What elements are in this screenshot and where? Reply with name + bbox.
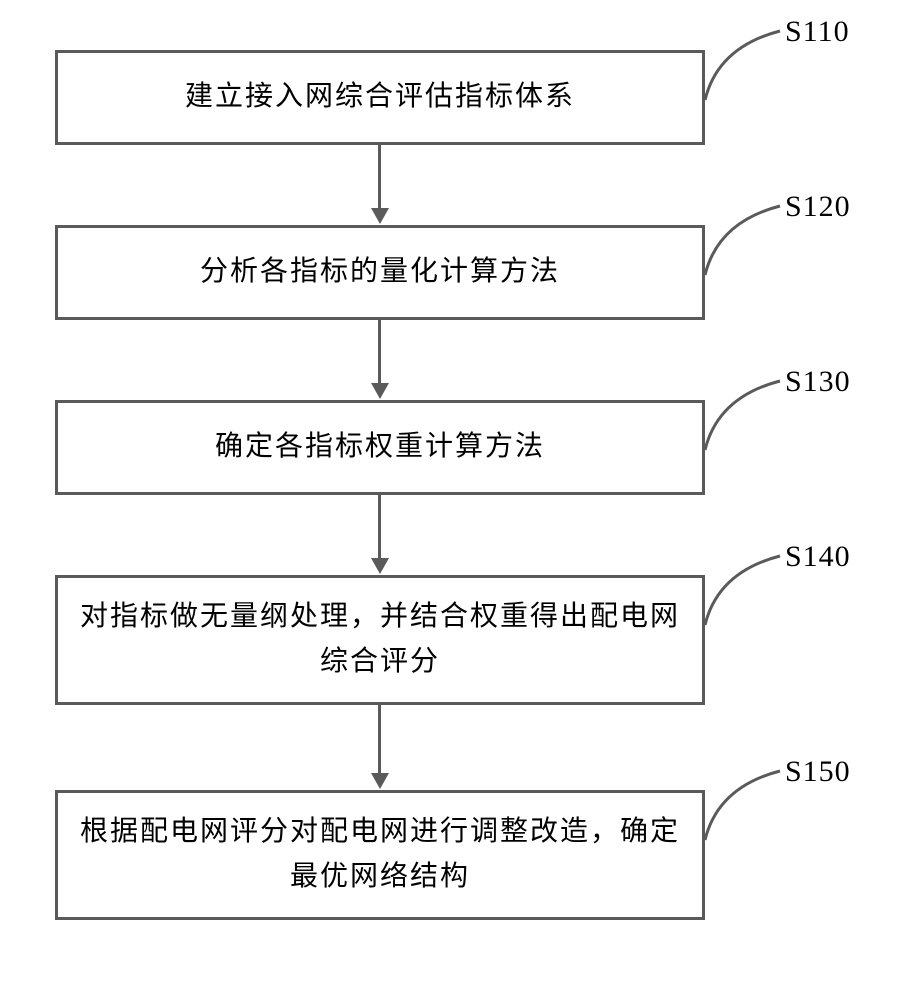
flow-label-s120: S120 xyxy=(785,190,851,224)
connector-s120 xyxy=(702,200,782,280)
arrow-head-1 xyxy=(371,208,389,224)
connector-s150 xyxy=(702,765,782,845)
connector-s110 xyxy=(702,25,782,105)
flow-box-s150: 根据配电网评分对配电网进行调整改造，确定最优网络结构 xyxy=(55,790,705,920)
flow-box-text-s150: 根据配电网评分对配电网进行调整改造，确定最优网络结构 xyxy=(78,810,682,900)
arrow-line-3 xyxy=(378,495,381,558)
flow-box-text-s120: 分析各指标的量化计算方法 xyxy=(200,250,560,295)
connector-s130 xyxy=(702,375,782,455)
flow-box-text-s110: 建立接入网综合评估指标体系 xyxy=(185,75,575,120)
flow-box-s130: 确定各指标权重计算方法 xyxy=(55,400,705,495)
flow-label-s130: S130 xyxy=(785,365,851,399)
arrow-line-1 xyxy=(378,145,381,208)
flowchart-container: 建立接入网综合评估指标体系 S110 分析各指标的量化计算方法 S120 确定各… xyxy=(0,0,903,1000)
flow-box-text-s130: 确定各指标权重计算方法 xyxy=(215,425,545,470)
arrow-line-2 xyxy=(378,320,381,383)
flow-box-s120: 分析各指标的量化计算方法 xyxy=(55,225,705,320)
flow-box-text-s140: 对指标做无量纲处理，并结合权重得出配电网综合评分 xyxy=(78,595,682,685)
arrow-head-2 xyxy=(371,383,389,399)
flow-box-s110: 建立接入网综合评估指标体系 xyxy=(55,50,705,145)
flow-label-s110: S110 xyxy=(785,15,850,49)
arrow-line-4 xyxy=(378,705,381,773)
connector-s140 xyxy=(702,550,782,630)
flow-label-s150: S150 xyxy=(785,755,851,789)
arrow-head-4 xyxy=(371,773,389,789)
arrow-head-3 xyxy=(371,558,389,574)
flow-label-s140: S140 xyxy=(785,540,851,574)
flow-box-s140: 对指标做无量纲处理，并结合权重得出配电网综合评分 xyxy=(55,575,705,705)
